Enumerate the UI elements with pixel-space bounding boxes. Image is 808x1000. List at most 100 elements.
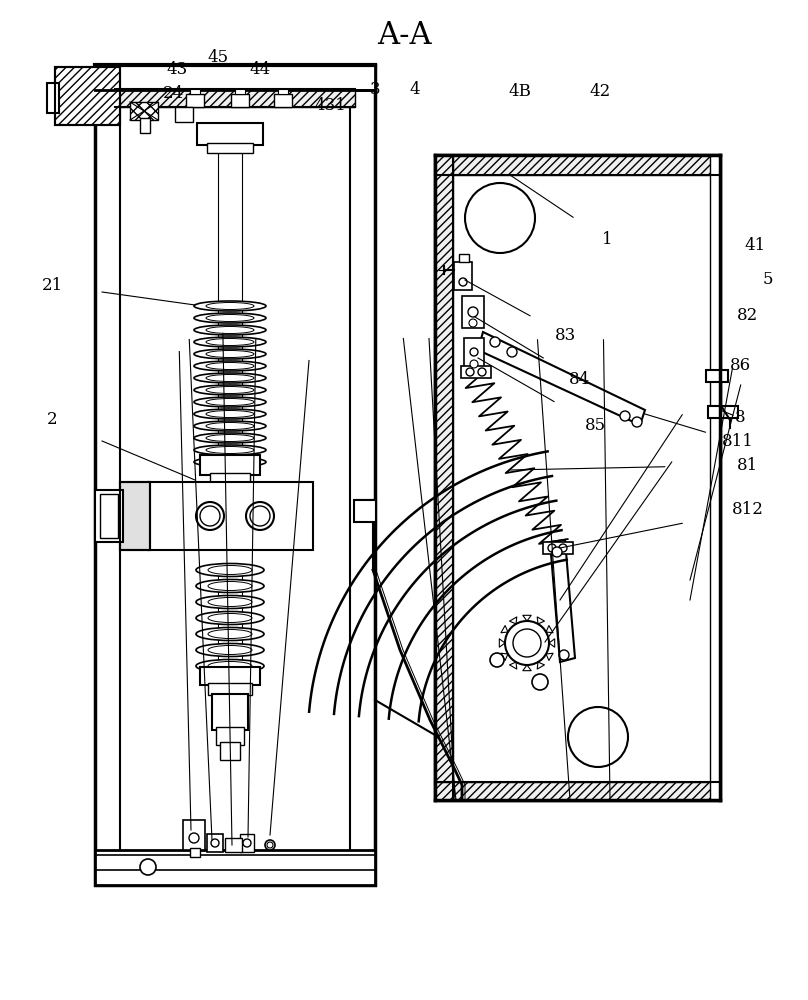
Text: 84: 84 [570,371,591,388]
Circle shape [632,417,642,427]
Bar [218,150,242,470]
Bar [190,89,200,94]
Bar [208,683,252,695]
Ellipse shape [194,361,266,371]
Ellipse shape [206,446,254,454]
Circle shape [505,621,549,665]
Ellipse shape [196,644,264,656]
Bar [216,727,244,745]
Circle shape [140,859,156,875]
Bar [55,67,120,125]
Ellipse shape [194,397,266,407]
Circle shape [470,360,478,368]
Bar [47,83,59,113]
Bar [200,455,260,475]
Ellipse shape [206,422,254,430]
Bar [95,490,123,542]
Ellipse shape [194,349,266,359]
Text: 1: 1 [602,232,612,248]
Bar [543,542,573,554]
Ellipse shape [194,337,266,347]
Ellipse shape [196,660,264,672]
Text: 24: 24 [162,86,183,103]
Bar [95,850,375,885]
Bar [220,742,240,760]
Text: 41: 41 [744,236,766,253]
Bar [454,262,472,290]
Ellipse shape [196,628,264,641]
Ellipse shape [206,326,254,334]
Circle shape [200,506,220,526]
Polygon shape [550,540,575,662]
Circle shape [468,307,478,317]
Bar [140,118,150,133]
Bar [459,254,469,262]
Text: 81: 81 [738,456,759,474]
Ellipse shape [206,314,254,322]
Ellipse shape [206,458,254,466]
Ellipse shape [208,613,252,622]
Ellipse shape [196,611,264,624]
Circle shape [243,839,251,847]
Ellipse shape [194,421,266,431]
Circle shape [465,183,535,253]
Ellipse shape [206,374,254,381]
Text: 3: 3 [370,82,381,99]
Bar [435,155,720,800]
Circle shape [211,839,219,847]
Bar [461,366,491,378]
Bar [462,296,484,328]
Circle shape [548,544,556,552]
Text: 44: 44 [250,62,271,79]
Text: 811: 811 [722,434,754,450]
Ellipse shape [194,301,266,311]
Text: 4B: 4B [508,84,532,101]
Bar [55,67,120,125]
Text: 431: 431 [314,97,346,113]
Circle shape [490,653,504,667]
Circle shape [559,650,569,660]
Bar [210,473,250,485]
Ellipse shape [206,351,254,358]
Bar [200,667,260,685]
Text: 83: 83 [554,326,575,344]
Ellipse shape [208,582,252,590]
Ellipse shape [194,325,266,335]
Bar [120,482,150,550]
Bar [115,89,355,107]
Circle shape [189,833,199,843]
Ellipse shape [206,338,254,346]
Ellipse shape [206,386,254,393]
Bar [231,94,249,107]
Ellipse shape [196,564,264,576]
Text: A-A: A-A [377,19,431,50]
Text: 2: 2 [47,412,57,428]
Bar [207,143,253,153]
Circle shape [490,337,500,347]
Bar [175,107,193,122]
Bar [435,155,720,175]
Text: 4: 4 [410,82,420,99]
Bar [100,494,118,538]
Bar [708,406,738,418]
Ellipse shape [194,313,266,323]
Bar [240,834,254,852]
Ellipse shape [194,409,266,419]
Bar [186,94,204,107]
Bar [183,820,205,850]
Ellipse shape [206,398,254,406]
Bar [706,370,728,382]
Ellipse shape [208,646,252,654]
Bar [464,338,484,368]
Bar [190,848,200,857]
Ellipse shape [194,385,266,395]
Bar [197,123,263,145]
Bar [225,838,242,852]
Bar [148,482,313,550]
Circle shape [250,506,270,526]
Ellipse shape [208,566,252,574]
Circle shape [469,319,477,327]
Circle shape [459,278,467,286]
Ellipse shape [194,457,266,467]
Text: 8: 8 [734,410,745,426]
